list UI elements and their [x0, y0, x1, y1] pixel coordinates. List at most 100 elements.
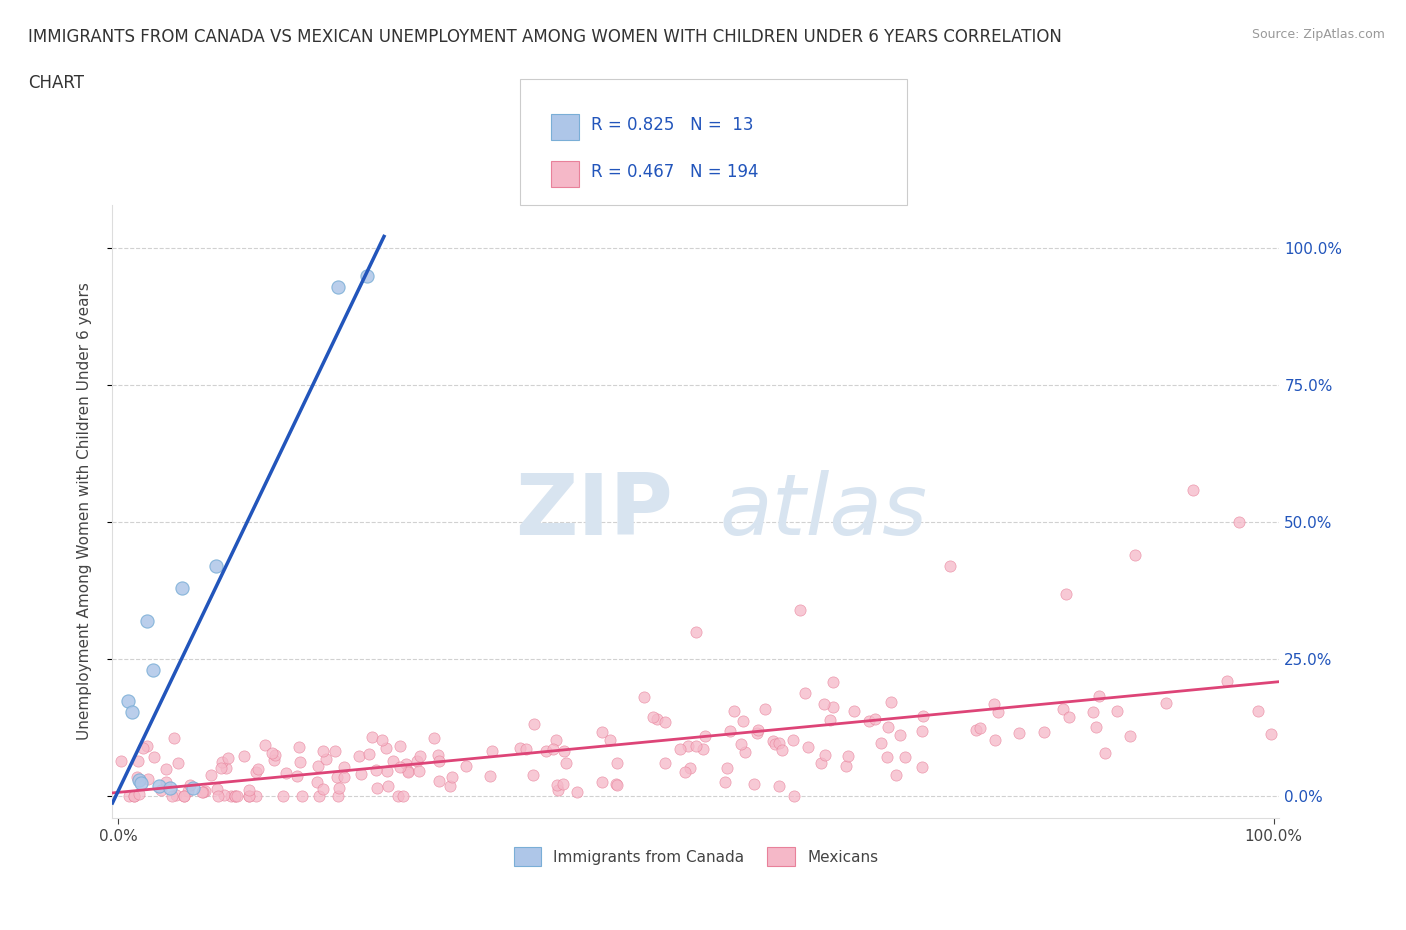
Point	[122, 789, 145, 804]
Point	[165, 788, 187, 803]
Point	[730, 737, 752, 751]
Text: Source: ZipAtlas.com: Source: ZipAtlas.com	[1251, 28, 1385, 41]
Point	[136, 738, 159, 753]
Point	[159, 781, 181, 796]
Point	[693, 728, 716, 743]
Point	[858, 714, 880, 729]
Point	[718, 724, 741, 738]
Point	[142, 663, 165, 678]
Point	[676, 738, 699, 753]
Point	[742, 777, 765, 791]
Point	[1087, 689, 1109, 704]
Point	[782, 733, 804, 748]
Point	[307, 758, 329, 773]
Point	[371, 732, 394, 747]
Point	[326, 279, 349, 294]
Point	[207, 789, 229, 804]
Point	[110, 753, 132, 768]
Point	[820, 713, 842, 728]
Point	[308, 789, 330, 804]
Point	[783, 789, 806, 804]
Point	[647, 711, 669, 726]
Point	[217, 751, 239, 765]
Point	[762, 734, 785, 749]
Point	[307, 774, 329, 789]
Point	[1057, 710, 1080, 724]
Point	[238, 783, 260, 798]
Point	[723, 703, 745, 718]
Point	[288, 739, 311, 754]
Point	[118, 789, 141, 804]
Point	[692, 741, 714, 756]
Point	[117, 693, 139, 708]
Point	[821, 674, 844, 689]
Point	[328, 780, 350, 795]
Point	[546, 777, 568, 792]
Point	[245, 789, 267, 804]
Point	[183, 781, 205, 796]
Text: R = 0.825   N =  13: R = 0.825 N = 13	[591, 115, 754, 134]
Point	[312, 781, 335, 796]
Point	[889, 728, 911, 743]
Point	[731, 713, 754, 728]
Point	[1107, 703, 1129, 718]
Point	[534, 743, 557, 758]
Point	[509, 740, 531, 755]
Point	[132, 740, 155, 755]
Point	[679, 761, 702, 776]
Point	[396, 764, 419, 778]
Point	[121, 704, 143, 719]
Point	[212, 788, 235, 803]
Point	[987, 704, 1010, 719]
Text: IMMIGRANTS FROM CANADA VS MEXICAN UNEMPLOYMENT AMONG WOMEN WITH CHILDREN UNDER 6: IMMIGRANTS FROM CANADA VS MEXICAN UNEMPL…	[28, 28, 1062, 46]
Point	[1227, 515, 1250, 530]
Point	[167, 755, 190, 770]
Y-axis label: Unemployment Among Women with Children Under 6 years: Unemployment Among Women with Children U…	[77, 283, 91, 740]
Point	[326, 769, 349, 784]
Point	[605, 777, 627, 791]
Point	[794, 686, 817, 701]
Point	[349, 766, 371, 781]
Point	[136, 614, 159, 629]
Point	[262, 745, 284, 760]
Point	[984, 732, 1007, 747]
Point	[796, 739, 818, 754]
Point	[127, 754, 149, 769]
Point	[388, 738, 411, 753]
Point	[565, 785, 588, 800]
Point	[810, 755, 832, 770]
Point	[205, 559, 228, 574]
Point	[747, 723, 769, 737]
Point	[673, 764, 696, 779]
Point	[200, 768, 222, 783]
Point	[160, 789, 183, 804]
Point	[606, 777, 628, 792]
Point	[173, 789, 195, 804]
Point	[375, 764, 398, 778]
Point	[1032, 724, 1054, 739]
Point	[515, 742, 537, 757]
Point	[408, 749, 430, 764]
Point	[366, 780, 388, 795]
Point	[865, 711, 887, 726]
Point	[1094, 746, 1116, 761]
Point	[1216, 673, 1239, 688]
Point	[191, 784, 214, 799]
Point	[1054, 586, 1077, 601]
Point	[713, 775, 735, 790]
Point	[219, 789, 242, 804]
Point	[245, 764, 267, 779]
Point	[149, 783, 172, 798]
Point	[1247, 703, 1270, 718]
Point	[633, 689, 655, 704]
Point	[254, 737, 277, 752]
Point	[374, 740, 396, 755]
Point	[965, 723, 987, 737]
Point	[427, 753, 450, 768]
Point	[170, 580, 193, 596]
Point	[333, 769, 356, 784]
Point	[763, 737, 786, 751]
Point	[654, 755, 676, 770]
Point	[884, 768, 907, 783]
Point	[754, 701, 776, 716]
